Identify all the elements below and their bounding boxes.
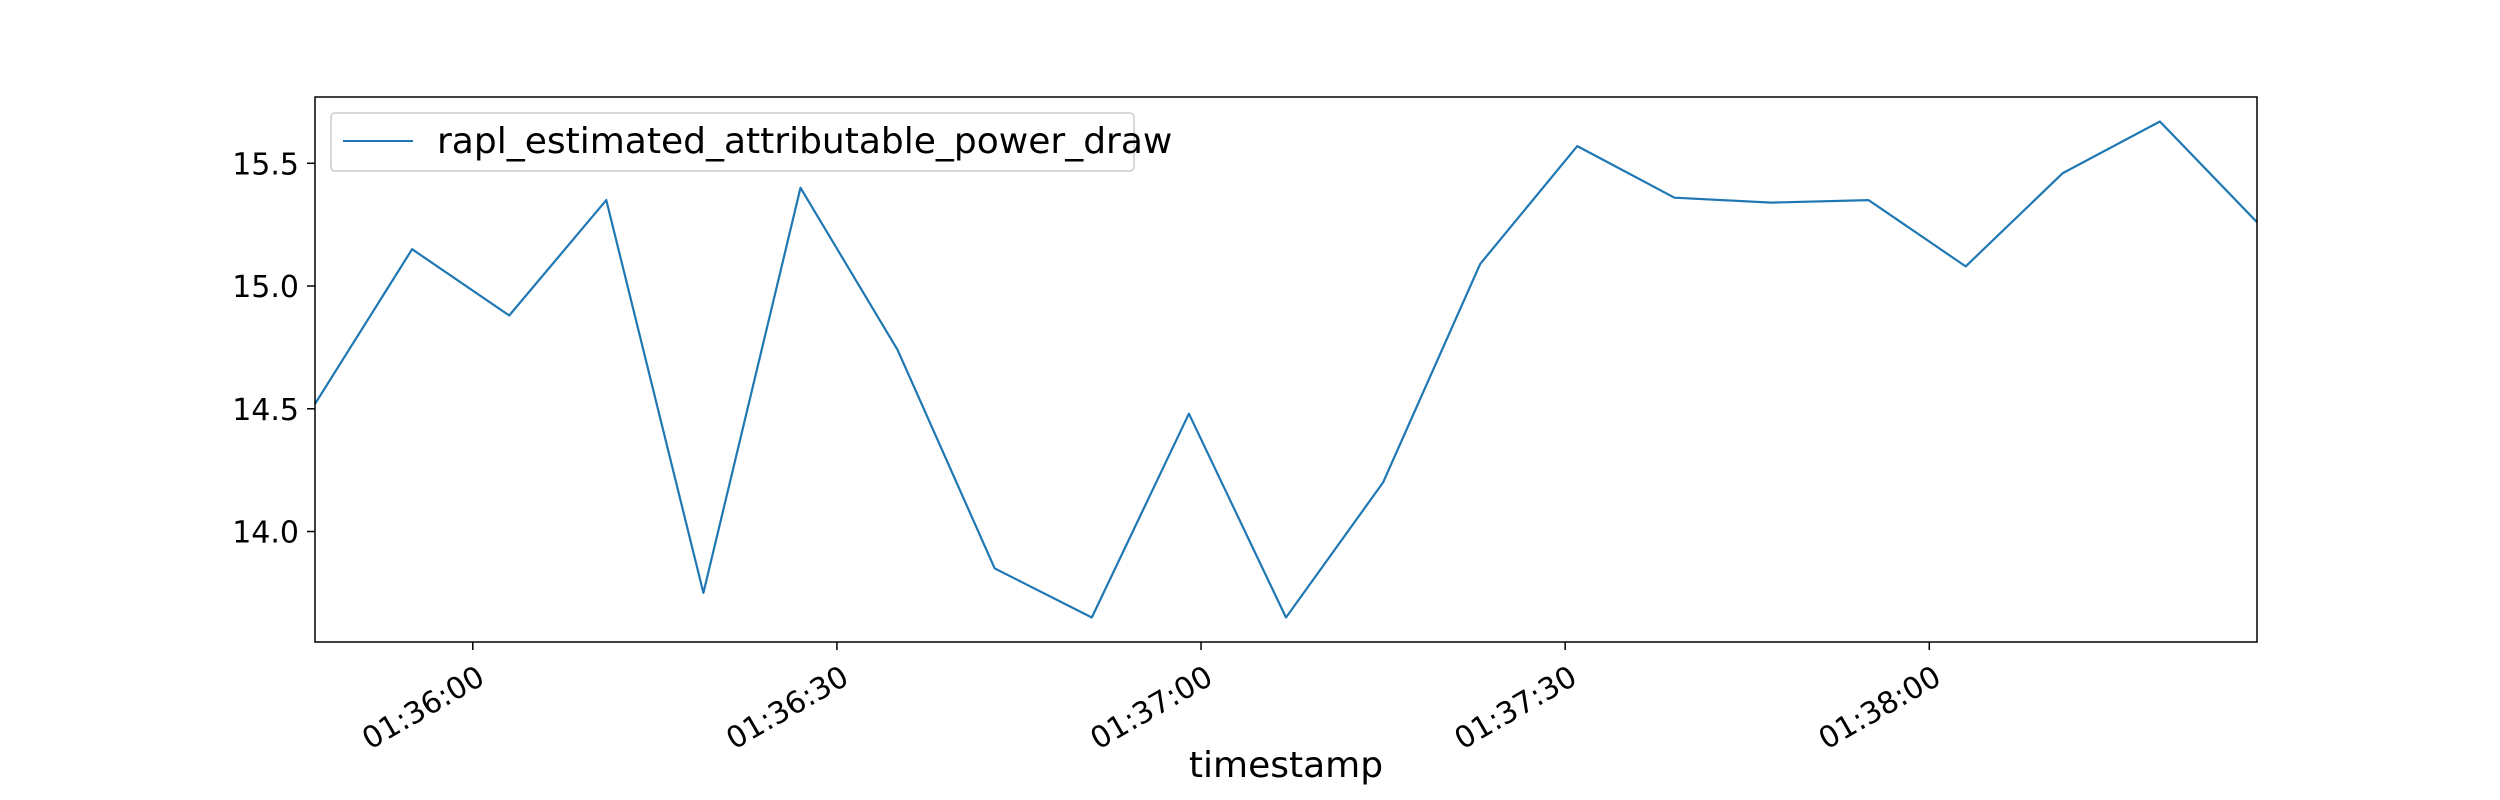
series-lines — [314, 120, 2258, 619]
legend: rapl_estimated_attributable_power_draw — [330, 112, 1172, 172]
x-tick-label: 01:36:30 — [721, 659, 855, 757]
y-tick-label: 14.0 — [232, 516, 299, 551]
y-tick-label: 15.0 — [232, 270, 299, 305]
x-tick-label: 01:36:00 — [356, 659, 490, 757]
y-tick-label: 15.5 — [232, 147, 299, 182]
y-axis-ticks: 14.0 14.5 15.0 15.5 — [232, 147, 315, 551]
x-tick-label: 01:37:30 — [1449, 659, 1583, 757]
series-line — [314, 120, 2258, 619]
x-axis-title: timestamp — [1189, 745, 1383, 786]
x-tick-label: 01:37:00 — [1085, 659, 1219, 757]
plot-frame — [314, 96, 2258, 643]
x-axis-ticks: 01:36:00 01:36:30 01:37:00 01:37:30 01:38:00 — [356, 642, 1947, 757]
plot-area — [315, 97, 2257, 642]
legend-box — [330, 112, 1135, 172]
x-tick-label: 01:38:00 — [1813, 659, 1947, 757]
y-tick-label: 14.5 — [232, 393, 299, 428]
legend-label: rapl_estimated_attributable_power_draw — [437, 121, 1172, 162]
